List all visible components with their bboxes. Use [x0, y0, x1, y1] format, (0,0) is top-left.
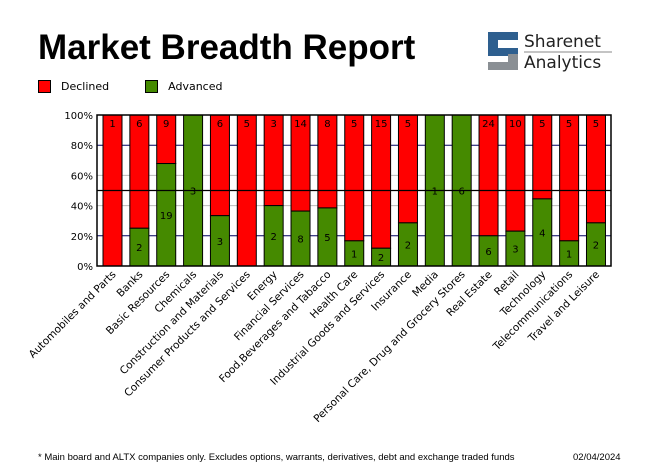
- bar-declined: [371, 114, 392, 249]
- chart-legend: Declined Advanced: [38, 80, 222, 93]
- data-label-advanced: 1: [432, 187, 438, 198]
- data-label-advanced: 2: [270, 232, 276, 243]
- y-tick-label: 40%: [71, 202, 93, 213]
- data-label-advanced: 2: [405, 240, 411, 251]
- data-label-declined: 8: [324, 119, 330, 130]
- data-label-declined: 5: [539, 119, 545, 130]
- bar-declined: [478, 114, 499, 237]
- data-label-declined: 1: [109, 119, 115, 130]
- bar-declined: [505, 114, 526, 232]
- data-label-declined: 5: [566, 119, 572, 130]
- data-label-advanced: 1: [566, 249, 572, 260]
- x-tick-label: Automobiles and Parts: [27, 269, 119, 361]
- data-label-advanced: 3: [190, 187, 196, 198]
- data-label-declined: 24: [482, 119, 495, 130]
- bar-declined: [129, 114, 150, 229]
- legend-swatch-declined: [38, 80, 51, 93]
- data-label-declined: 15: [375, 119, 388, 130]
- data-label-advanced: 6: [458, 187, 464, 198]
- bar-declined: [559, 114, 580, 242]
- data-label-advanced: 3: [512, 245, 518, 256]
- legend-swatch-advanced: [145, 80, 159, 93]
- legend-label-declined: Declined: [61, 80, 110, 93]
- data-label-declined: 6: [136, 119, 142, 130]
- report-date: 02/04/2024: [573, 452, 621, 463]
- data-label-advanced: 8: [297, 235, 303, 246]
- data-label-declined: 10: [509, 119, 522, 130]
- y-tick-label: 100%: [64, 111, 93, 122]
- bar-declined: [585, 114, 606, 224]
- data-label-advanced: 6: [485, 247, 491, 258]
- plot-frame: [96, 114, 612, 267]
- data-label-advanced: 2: [593, 240, 599, 251]
- y-tick-label: 0%: [77, 262, 93, 273]
- bar-declined: [344, 114, 365, 242]
- y-tick-label: 80%: [71, 141, 93, 152]
- data-label-declined: 5: [244, 119, 250, 130]
- data-label-advanced: 1: [351, 249, 357, 260]
- data-label-declined: 5: [593, 119, 599, 130]
- data-label-advanced: 3: [217, 237, 223, 248]
- data-label-advanced: 5: [324, 233, 330, 244]
- svg-text:Sharenet: Sharenet: [524, 32, 601, 52]
- bar-declined: [397, 114, 418, 224]
- data-label-declined: 9: [163, 119, 169, 130]
- data-label-declined: 3: [270, 119, 276, 130]
- bar-declined: [209, 114, 230, 217]
- data-label-advanced: 2: [136, 243, 142, 254]
- svg-text:Analytics: Analytics: [524, 53, 601, 72]
- data-label-declined: 14: [294, 119, 307, 130]
- legend-label-advanced: Advanced: [168, 80, 223, 93]
- data-label-declined: 5: [351, 119, 357, 130]
- y-tick-label: 20%: [71, 232, 93, 243]
- data-label-advanced: 2: [378, 253, 384, 264]
- y-tick-label: 60%: [71, 171, 93, 182]
- data-label-advanced: 19: [160, 211, 173, 222]
- data-label-declined: 6: [217, 119, 223, 130]
- sharenet-logo: Sharenet Analytics: [486, 30, 616, 73]
- data-label-declined: 5: [405, 119, 411, 130]
- data-label-advanced: 4: [539, 228, 545, 239]
- page-title: Market Breadth Report: [38, 28, 416, 67]
- footnote: * Main board and ALTX companies only. Ex…: [38, 452, 515, 463]
